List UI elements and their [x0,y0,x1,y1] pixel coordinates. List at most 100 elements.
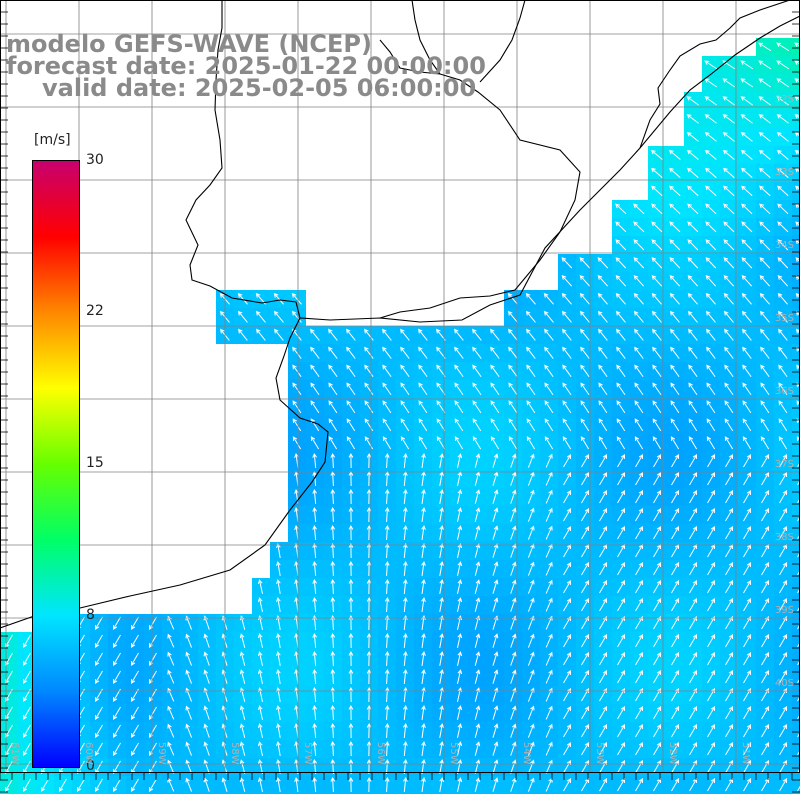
wind-arrow [510,723,517,738]
wind-arrow [580,382,590,396]
colorbar-tick-22: 22 [86,303,104,319]
wind-arrow [526,418,536,432]
wind-arrow [312,650,317,667]
wind-arrow [797,695,800,702]
wind-arrow [670,328,680,341]
wind-arrow [633,275,645,287]
wind-arrow [167,705,175,720]
wind-arrow [797,479,800,486]
wind-arrow [366,452,372,469]
wind-arrow [384,632,390,649]
wind-arrow [635,652,644,666]
wind-arrow [456,453,463,468]
speed-cell [792,236,800,254]
wind-arrow [777,203,789,215]
wind-arrow [527,525,535,540]
wind-arrow [366,560,372,577]
wind-arrow [779,526,788,540]
wind-arrow [454,382,464,396]
wind-arrow [507,310,518,323]
wind-arrow [758,131,771,142]
river-plate-shore [185,0,301,319]
lat-label: 36S [774,386,794,397]
model-title: modelo GEFS-WAVE (NCEP) [6,30,372,58]
wind-arrow [348,686,354,703]
wind-arrow [348,668,354,685]
wind-arrow [366,740,372,757]
wind-arrow [704,167,717,178]
wind-arrow [474,723,481,738]
wind-arrow [472,382,482,396]
speed-cell [792,110,800,128]
wind-arrow [421,687,426,703]
wind-arrow [545,669,553,684]
wind-arrow [653,598,662,612]
wind-arrow [758,60,772,70]
wind-arrow [598,328,608,341]
wind-arrow [580,400,590,414]
wind-arrow [671,454,680,468]
wind-arrow [722,96,735,106]
wind-arrow [653,490,662,504]
wind-arrow [4,706,13,720]
wind-arrow [670,364,680,377]
wind-arrow [581,598,590,612]
wind-arrow [545,489,553,504]
wind-arrow [130,616,139,630]
wind-arrow [439,651,444,666]
speed-cell [792,686,800,704]
wind-arrow [456,597,463,612]
wind-arrow [203,723,210,738]
wind-arrow [527,579,535,594]
wind-arrow [364,400,374,414]
wind-arrow [563,670,572,684]
speed-cell [792,542,800,560]
wind-arrow [598,400,608,414]
wind-arrow [510,561,517,576]
wind-arrow [418,436,428,450]
wind-arrow [330,542,336,559]
wind-arrow [615,203,627,215]
wind-arrow [689,454,698,468]
wind-arrow [653,724,662,738]
speed-cell [792,146,800,164]
wind-arrow [779,778,788,792]
wind-arrow [653,580,662,594]
wind-arrow [384,740,390,757]
wind-arrow [689,670,698,684]
wind-arrow [778,364,788,377]
wind-arrow [687,185,699,197]
wind-arrow [563,778,572,792]
wind-arrow [312,596,317,613]
wind-arrow [797,713,800,720]
wind-arrow [705,239,717,251]
wind-arrow [276,597,281,612]
colorbar-tick-30: 30 [86,152,104,168]
wind-arrow [651,221,663,233]
wind-arrow [276,723,281,738]
wind-arrow [707,598,716,612]
wind-arrow [635,472,644,486]
wind-arrow [563,490,572,504]
wind-arrow [581,490,590,504]
wind-arrow [689,706,698,720]
wind-arrow [723,239,735,251]
wind-arrow [257,669,263,684]
wind-arrow [634,346,644,359]
wind-arrow [707,778,716,792]
wind-arrow [671,778,680,792]
wind-arrow [795,257,800,263]
wind-arrow [545,597,553,612]
wind-arrow [403,524,408,541]
wind-arrow [439,507,444,522]
wind-arrow [384,506,390,523]
wind-arrow [403,452,408,469]
wind-arrow [741,185,753,197]
wind-arrow [312,758,317,775]
wind-arrow [384,722,390,739]
wind-arrow [418,382,428,396]
wind-arrow [330,452,336,469]
wind-arrow [563,724,572,738]
wind-arrow [776,96,789,106]
wind-arrow [562,382,572,396]
